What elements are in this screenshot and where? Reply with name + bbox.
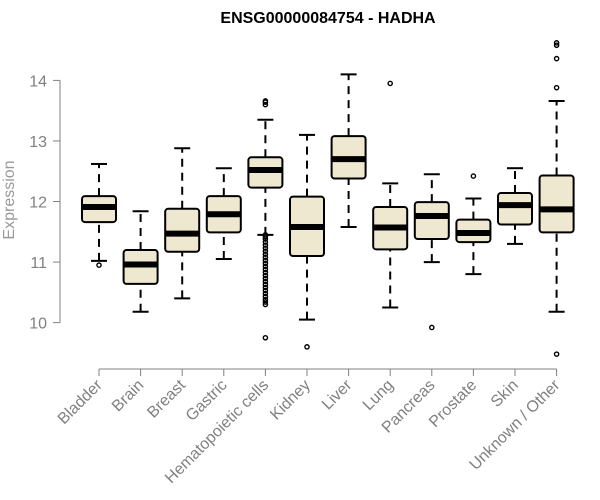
y-tick-label: 11 [30, 255, 47, 272]
outlier-point [553, 40, 560, 46]
outlier-point [428, 324, 435, 331]
outlier-point [262, 239, 269, 245]
outlier-point [553, 55, 560, 62]
y-tick-label: 14 [29, 73, 47, 90]
outlier-point [262, 233, 269, 240]
box-group [164, 147, 201, 300]
outlier-point [262, 254, 269, 261]
box-group [247, 98, 284, 341]
outlier-point [262, 269, 269, 276]
x-tick-label: Lung [360, 377, 397, 414]
box [497, 192, 533, 226]
box-group [289, 133, 325, 350]
outlier-point [262, 98, 269, 104]
x-tick-label: Liver [319, 376, 356, 413]
outlier-point [304, 344, 310, 350]
y-axis: 10 11 12 13 14 [29, 73, 61, 333]
outlier-point [262, 272, 269, 279]
chart-title: ENSG00000084754 - HADHA [220, 10, 436, 27]
box [538, 174, 575, 234]
x-tick-label: Brain [109, 377, 147, 415]
y-tick-label: 13 [29, 134, 47, 151]
outlier-point [262, 251, 269, 258]
outlier-point [262, 278, 269, 285]
y-axis-label: Expression [1, 160, 18, 239]
outlier-point [262, 245, 269, 251]
outlier-point [262, 334, 269, 341]
x-tick-label: Bladder [55, 376, 106, 427]
outlier-point [553, 351, 560, 357]
box-group [122, 210, 159, 313]
outlier-point [96, 262, 102, 268]
outlier-point [262, 260, 269, 267]
box-group [538, 40, 575, 357]
outlier-point [262, 290, 269, 297]
outlier-point [553, 42, 560, 49]
x-tick-label: Skin [488, 377, 522, 411]
outlier-point [262, 242, 269, 248]
outlier-point [262, 281, 269, 288]
outlier-point [262, 266, 269, 273]
outlier-point [262, 257, 269, 264]
outlier-point [262, 284, 269, 291]
outlier-point [262, 299, 269, 305]
y-tick-label: 12 [29, 195, 47, 212]
outlier-point [262, 275, 269, 282]
outlier-point [470, 173, 477, 179]
box-group [497, 167, 533, 245]
x-tick-label: Breast [144, 376, 189, 421]
box [413, 201, 450, 241]
box-group [372, 80, 409, 309]
outlier-point [262, 248, 269, 254]
x-tick-label: Kidney [267, 377, 314, 424]
outlier-point [262, 263, 269, 270]
box-group [205, 167, 242, 261]
outlier-point [262, 301, 269, 308]
outlier-point [262, 236, 269, 242]
box-series [81, 40, 575, 357]
box [164, 207, 201, 253]
outlier-point [553, 84, 560, 91]
box-group [81, 162, 117, 268]
outlier-point [387, 80, 394, 87]
box-group [455, 173, 492, 276]
box-group [413, 173, 450, 331]
outlier-point [262, 293, 269, 300]
y-tick-label: 10 [29, 316, 47, 333]
box-group [330, 73, 367, 228]
outlier-point [262, 287, 269, 294]
